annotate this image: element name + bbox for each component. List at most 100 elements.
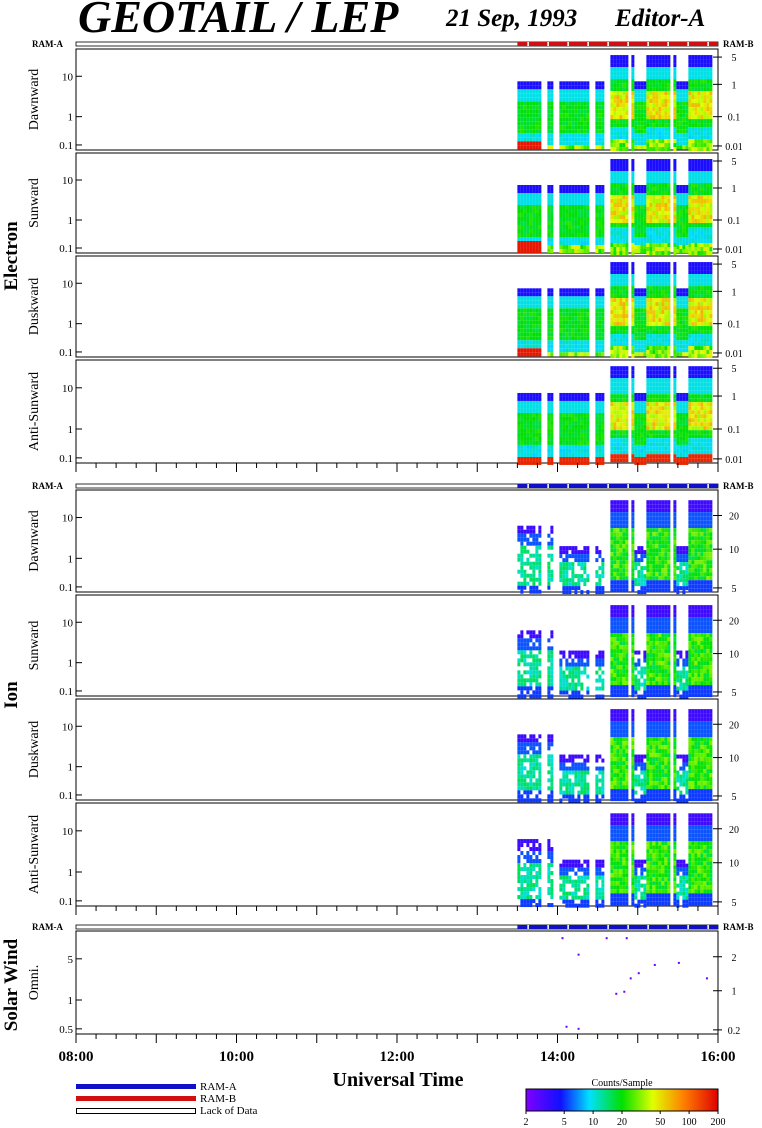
spectrogram-cell <box>523 93 527 98</box>
spectrogram-cell <box>601 424 605 429</box>
spectrogram-cell <box>694 366 698 371</box>
spectrogram-cell <box>595 444 599 449</box>
spectrogram-cell <box>616 59 620 64</box>
spectrogram-cell <box>667 95 671 100</box>
spectrogram-cell <box>595 336 599 341</box>
spectrogram-cell <box>688 454 692 459</box>
spectrogram-cell <box>577 81 581 86</box>
spectrogram-cell <box>610 584 614 589</box>
spectrogram-cell <box>622 95 626 100</box>
spectrogram-cell <box>676 344 680 349</box>
spectrogram-cell <box>694 290 698 295</box>
spectrogram-cell <box>706 418 710 423</box>
spectrogram-cell <box>691 71 695 76</box>
spectrogram-cell <box>550 340 554 345</box>
spectrogram-cell <box>547 344 551 349</box>
spectrogram-cell <box>655 450 659 455</box>
left-tick-label: 10 <box>62 175 74 187</box>
spectrogram-cell <box>532 336 536 341</box>
spectrogram-cell <box>616 87 620 92</box>
spectrogram-cell <box>667 75 671 80</box>
spectrogram-cell <box>631 239 635 243</box>
spectrogram-cell <box>613 458 617 463</box>
spectrogram-cell <box>703 119 707 124</box>
spectrogram-cell <box>529 412 533 417</box>
spectrogram-cell <box>667 322 671 327</box>
spectrogram-cell <box>691 207 695 211</box>
spectrogram-cell <box>571 296 575 301</box>
spectrogram-cell <box>697 434 701 439</box>
spectrogram-cell <box>532 533 536 538</box>
spectrogram-cell <box>574 428 578 433</box>
spectrogram-cell <box>562 408 566 413</box>
spectrogram-cell <box>661 266 665 271</box>
spectrogram-cell <box>697 55 701 60</box>
spectrogram-cell <box>697 107 701 112</box>
spectrogram-cell <box>571 316 575 321</box>
spectrogram-cell <box>616 430 620 435</box>
spectrogram-cell <box>646 402 650 407</box>
spectrogram-cell <box>559 97 563 102</box>
spectrogram-cell <box>709 370 713 375</box>
spectrogram-cell <box>700 330 704 335</box>
spectrogram-cell <box>625 580 629 585</box>
spectrogram-cell <box>535 561 539 566</box>
spectrogram-cell <box>685 328 689 333</box>
spectrogram-cell <box>595 93 599 98</box>
spectrogram-cell <box>631 386 635 391</box>
spectrogram-cell <box>529 400 533 405</box>
spectrogram-cell <box>700 247 704 251</box>
spectrogram-cell <box>580 125 584 130</box>
spectrogram-cell <box>517 89 521 94</box>
spectrogram-cell <box>625 243 629 247</box>
spectrogram-cell <box>652 67 656 72</box>
spectrogram-cell <box>673 143 677 148</box>
spectrogram-cell <box>664 179 668 183</box>
spectrogram-cell <box>634 189 638 193</box>
spectrogram-cell <box>619 306 623 311</box>
spectrogram-cell <box>691 410 695 415</box>
spectrogram-cell <box>574 125 578 130</box>
spectrogram-cell <box>520 392 524 397</box>
spectrogram-cell <box>529 320 533 325</box>
spectrogram-cell <box>643 456 647 461</box>
spectrogram-cell <box>631 378 635 383</box>
spectrogram-cell <box>697 227 701 231</box>
spectrogram-cell <box>622 378 626 383</box>
spectrogram-cell <box>517 456 521 461</box>
spectrogram-cell <box>694 87 698 92</box>
spectrogram-cell <box>646 322 650 327</box>
spectrogram-cell <box>562 101 566 106</box>
spectrogram-cell <box>685 456 689 461</box>
spectrogram-cell <box>700 239 704 243</box>
spectrogram-cell <box>565 562 569 567</box>
spectrogram-cell <box>625 504 629 509</box>
spectrogram-cell <box>529 304 533 309</box>
spectrogram-cell <box>652 418 656 423</box>
spectrogram-cell <box>526 412 530 417</box>
spectrogram-cell <box>709 346 713 351</box>
spectrogram-cell <box>613 330 617 335</box>
spectrogram-cell <box>523 129 527 134</box>
spectrogram-cell <box>559 578 563 583</box>
spectrogram-cell <box>523 448 527 453</box>
spectrogram-cell <box>658 378 662 383</box>
spectrogram-cell <box>613 294 617 299</box>
spectrogram-cell <box>706 219 710 223</box>
spectrogram-cell <box>520 101 524 106</box>
spectrogram-cell <box>646 147 650 152</box>
spectrogram-cell <box>571 205 575 209</box>
spectrogram-cell <box>547 396 551 401</box>
spectrogram-cell <box>706 450 710 455</box>
spectrogram-cell <box>601 352 605 357</box>
spectrogram-cell <box>619 418 623 423</box>
spectrogram-cell <box>610 247 614 251</box>
spectrogram-cell <box>568 233 572 237</box>
spectrogram-cell <box>676 209 680 213</box>
spectrogram-cell <box>658 262 662 267</box>
spectrogram-cell <box>643 213 647 217</box>
spectrogram-cell <box>595 416 599 421</box>
spectrogram-cell <box>529 352 533 357</box>
spectrogram-cell <box>676 436 680 441</box>
spectrogram-cell <box>652 286 656 291</box>
